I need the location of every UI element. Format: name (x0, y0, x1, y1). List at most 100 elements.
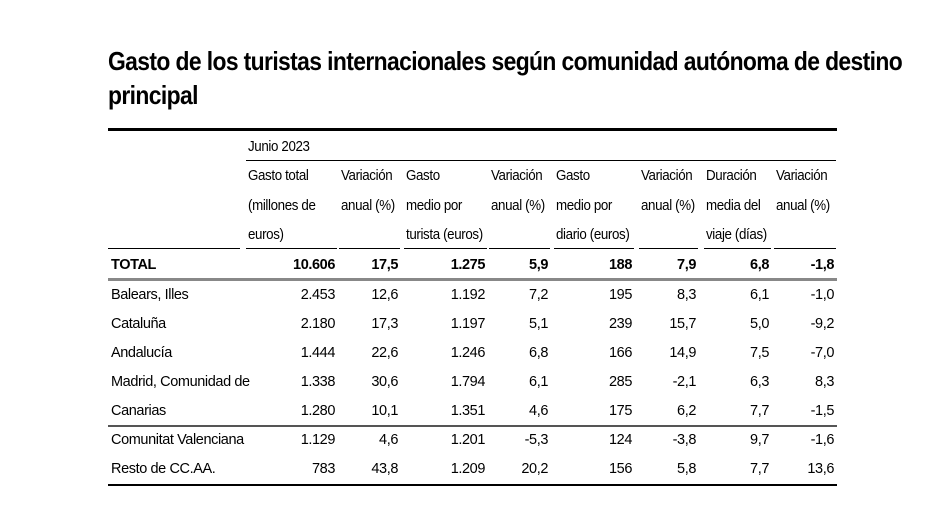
total-value: 5,9 (529, 257, 548, 273)
total-value: 6,8 (750, 257, 769, 273)
row-value: 285 (609, 374, 632, 390)
row-value: 124 (609, 432, 632, 448)
row-label: Madrid, Comunidad de (111, 374, 250, 390)
row-value: -5,3 (524, 432, 549, 448)
row-value: 13,6 (807, 461, 834, 477)
column-header: turista (euros) (406, 227, 483, 243)
column-header: medio por (406, 198, 463, 214)
row-value: 17,3 (371, 316, 398, 332)
row-label: Canarias (111, 403, 166, 419)
row-value: 1.246 (450, 345, 486, 361)
row-value: -1,6 (810, 432, 835, 448)
group-separator (108, 425, 837, 427)
row-value: 5,1 (529, 316, 548, 332)
row-value: 1.129 (300, 432, 336, 448)
row-value: 30,6 (371, 374, 398, 390)
row-value: 1.794 (450, 374, 486, 390)
column-header: anual (%) (776, 198, 830, 214)
row-value: 43,8 (371, 461, 398, 477)
row-value: 7,2 (529, 287, 548, 303)
row-value: 1.192 (450, 287, 486, 303)
row-value: 22,6 (371, 345, 398, 361)
row-value: -1,5 (810, 403, 835, 419)
row-value: 783 (312, 461, 335, 477)
column-header: medio por (556, 198, 613, 214)
row-value: 4,6 (379, 432, 398, 448)
column-header-underline (339, 248, 400, 249)
column-header-underline (404, 248, 487, 249)
column-header: Variación (776, 168, 828, 184)
stub-header-underline (108, 248, 240, 249)
row-label: Andalucía (111, 345, 172, 361)
row-value: 1.201 (450, 432, 486, 448)
title-rule (108, 128, 837, 131)
row-value: 1.280 (300, 403, 336, 419)
row-value: 5,8 (677, 461, 696, 477)
total-value: 1.275 (450, 257, 486, 273)
row-value: 1.444 (300, 345, 336, 361)
total-value: 17,5 (371, 257, 398, 273)
column-header: Variación (491, 168, 543, 184)
title-line-2: principal (108, 80, 198, 110)
column-header: Variación (641, 168, 693, 184)
row-value: 5,0 (750, 316, 769, 332)
row-value: 6,8 (529, 345, 548, 361)
row-value: 14,9 (669, 345, 696, 361)
total-value: 188 (609, 257, 632, 273)
row-value: 7,7 (750, 403, 769, 419)
column-header: Duración (706, 168, 757, 184)
period-header: Junio 2023 (248, 139, 310, 155)
total-value: 7,9 (677, 257, 696, 273)
row-value: 12,6 (371, 287, 398, 303)
column-header: Gasto total (248, 168, 309, 184)
column-header: Gasto (556, 168, 590, 184)
total-label: TOTAL (111, 257, 156, 273)
row-label: Comunitat Valenciana (111, 432, 244, 448)
row-value: 6,3 (750, 374, 769, 390)
row-value: 239 (609, 316, 632, 332)
row-label: Cataluña (111, 316, 166, 332)
row-value: 10,1 (371, 403, 398, 419)
row-value: 7,5 (750, 345, 769, 361)
column-header: euros) (248, 227, 284, 243)
column-header: anual (%) (641, 198, 695, 214)
row-value: -3,8 (672, 432, 697, 448)
total-separator (108, 278, 837, 281)
column-header: (millones de (248, 198, 316, 214)
row-value: -7,0 (810, 345, 835, 361)
row-label: Balears, Illes (111, 287, 189, 303)
row-value: 6,1 (529, 374, 548, 390)
total-value: -1,8 (810, 257, 835, 273)
column-header-underline (554, 248, 634, 249)
column-header: Variación (341, 168, 393, 184)
row-value: 1.209 (450, 461, 486, 477)
row-value: 7,7 (750, 461, 769, 477)
row-value: 195 (609, 287, 632, 303)
column-header: media del (706, 198, 761, 214)
column-header-underline (639, 248, 698, 249)
row-value: 20,2 (521, 461, 548, 477)
row-value: 6,1 (750, 287, 769, 303)
row-value: 1.197 (450, 316, 486, 332)
column-header: anual (%) (341, 198, 395, 214)
row-value: 175 (609, 403, 632, 419)
row-value: 8,3 (677, 287, 696, 303)
row-value: 4,6 (529, 403, 548, 419)
column-header-underline (774, 248, 836, 249)
column-header: anual (%) (491, 198, 545, 214)
column-header: viaje (días) (706, 227, 767, 243)
row-value: 1.351 (450, 403, 486, 419)
row-value: 156 (609, 461, 632, 477)
row-value: 9,7 (750, 432, 769, 448)
column-header: diario (euros) (556, 227, 630, 243)
row-value: -9,2 (810, 316, 835, 332)
table-bottom-rule (108, 484, 837, 486)
row-value: 2.453 (300, 287, 336, 303)
row-value: 8,3 (815, 374, 834, 390)
column-header-underline (704, 248, 771, 249)
row-value: 1.338 (300, 374, 336, 390)
column-header-underline (246, 248, 337, 249)
total-value: 10.606 (293, 257, 335, 273)
row-value: -2,1 (672, 374, 697, 390)
table-title: Gasto de los turistas internacionales se… (108, 44, 903, 112)
